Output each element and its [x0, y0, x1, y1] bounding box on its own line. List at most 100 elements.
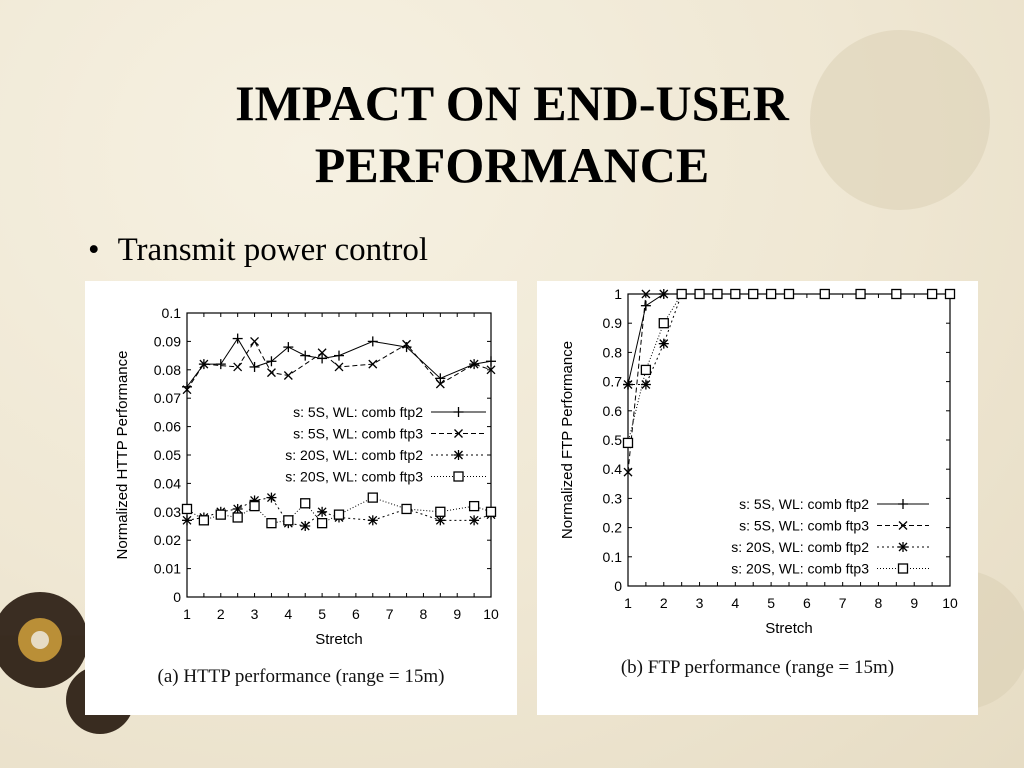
ftp-data-point: [640, 364, 652, 376]
http-data-point: [283, 371, 293, 380]
ftp-y-tick-label: 0.4: [603, 461, 623, 477]
http-data-point: [367, 515, 378, 526]
ftp-data-point: [694, 288, 705, 300]
http-chart-panel: 1 2 3 4 5 6 7 8 9 10 0 0.01 0.02 0.03 0.04 0.05 0.06 0.07…: [85, 281, 517, 715]
ftp-legend-marker-2: [898, 521, 908, 530]
http-legend-label-2: s: 5S, WL: comb ftp3: [293, 426, 423, 442]
ftp-y-tick-label: 0.9: [603, 315, 623, 331]
http-y-tick-label: 0.05: [154, 447, 181, 463]
ftp-y-tick-label: 0.2: [603, 520, 623, 536]
http-data-point: [402, 339, 412, 349]
http-data-point: [266, 356, 277, 367]
ftp-y-tick-label: 0.6: [603, 403, 623, 419]
ftp-data-point: [623, 379, 633, 390]
ftp-legend-marker-4: [897, 563, 909, 574]
http-data-point: [435, 506, 446, 517]
http-x-tick-label: 8: [420, 606, 428, 622]
ftp-data-point: [819, 288, 830, 300]
http-data-point: [266, 492, 277, 503]
ftp-x-tick-label: 7: [839, 595, 847, 611]
ftp-data-point: [926, 288, 938, 300]
http-data-point: [486, 365, 496, 375]
ftp-x-tick-label: 5: [767, 595, 775, 611]
http-data-point: [334, 350, 344, 361]
http-data-point: [316, 518, 328, 529]
http-data-point: [368, 359, 378, 369]
ftp-chart-caption: (b) FTP performance (range = 15m): [620, 657, 895, 678]
bullet-text: Transmit power control: [117, 232, 428, 268]
http-data-point: [435, 515, 446, 526]
http-data-point: [435, 379, 445, 389]
http-data-point: [232, 503, 243, 514]
ftp-data-point: [658, 318, 669, 329]
ftp-y-tick-label: 1: [614, 286, 622, 302]
http-data-point: [266, 368, 276, 378]
ftp-legend-label-4: s: 20S, WL: comb ftp3: [731, 561, 869, 577]
http-data-point: [250, 336, 260, 346]
ftp-data-point: [730, 288, 741, 300]
http-legend-marker-4: [453, 471, 464, 482]
ftp-x-tick-label: 1: [624, 595, 632, 611]
ftp-x-tick-label: 6: [803, 595, 811, 611]
ftp-x-tick-label: 8: [875, 595, 883, 611]
http-series-line-2: [186, 340, 492, 390]
http-y-axis-title: Normalized HTTP Performance: [114, 351, 131, 560]
ftp-y-tick-label: 0.5: [603, 432, 623, 448]
ftp-legend-label-1: s: 5S, WL: comb ftp2: [739, 496, 869, 512]
ftp-x-tick-label: 4: [731, 595, 739, 611]
ftp-data-point: [891, 288, 902, 300]
http-x-tick-label: 5: [318, 606, 326, 622]
http-y-tick-label: 0.09: [154, 333, 181, 349]
http-data-point: [283, 515, 294, 526]
http-y-tick-label: 0: [173, 589, 181, 605]
http-data-point: [283, 342, 294, 353]
http-series-line-1: [186, 337, 492, 388]
http-data-point: [182, 515, 192, 526]
http-x-tick-label: 6: [352, 606, 360, 622]
ftp-data-point: [748, 288, 759, 300]
http-x-tick-label: 2: [217, 606, 225, 622]
http-data-point: [300, 521, 311, 531]
http-chart-caption: (a) HTTP performance (range = 15m): [157, 666, 445, 687]
http-data-point: [232, 512, 243, 523]
http-data-point: [232, 333, 243, 344]
http-data-point: [198, 515, 210, 526]
ftp-data-point: [623, 467, 633, 477]
http-chart: 1 2 3 4 5 6 7 8 9 10 0 0.01 0.02 0.03 0.04 0.05 0.06 0.07…: [114, 305, 499, 648]
http-data-point: [486, 356, 496, 367]
http-legend-marker-2: [454, 429, 463, 438]
ftp-x-tick-label: 3: [696, 595, 704, 611]
ftp-legend-marker-1: [898, 499, 908, 509]
ftp-x-tick-label: 10: [942, 595, 958, 611]
http-data-point: [367, 336, 378, 347]
ftp-y-tick-label: 0.7: [603, 374, 623, 390]
ftp-data-point: [640, 300, 651, 311]
ftp-legend-label-3: s: 20S, WL: comb ftp2: [731, 539, 869, 555]
ftp-data-point: [641, 289, 651, 299]
http-legend-label-3: s: 20S, WL: comb ftp2: [285, 447, 423, 463]
http-data-point: [215, 509, 226, 520]
ftp-data-point: [658, 338, 669, 349]
http-data-point: [317, 506, 328, 517]
ftp-data-point: [712, 288, 723, 300]
http-x-tick-label: 1: [183, 606, 191, 622]
http-data-point: [469, 515, 480, 526]
http-data-point: [249, 361, 260, 372]
http-x-tick-label: 3: [251, 606, 259, 622]
http-data-point: [215, 359, 226, 370]
http-x-tick-label: 9: [453, 606, 461, 622]
http-data-point: [266, 518, 277, 529]
http-data-point: [367, 492, 378, 503]
http-data-point: [468, 500, 480, 512]
ftp-data-point: [944, 288, 956, 300]
ftp-data-point: [783, 288, 795, 300]
http-data-point: [401, 503, 412, 515]
ftp-legend-marker-3: [898, 542, 908, 552]
http-y-tick-label: 0.1: [162, 305, 182, 321]
ftp-series-line-2: [627, 293, 950, 473]
http-y-tick-label: 0.01: [154, 561, 181, 577]
http-legend-marker-1: [453, 407, 464, 417]
http-data-point: [233, 362, 243, 372]
http-data-point: [435, 373, 446, 384]
ftp-x-tick-label: 2: [660, 595, 668, 611]
